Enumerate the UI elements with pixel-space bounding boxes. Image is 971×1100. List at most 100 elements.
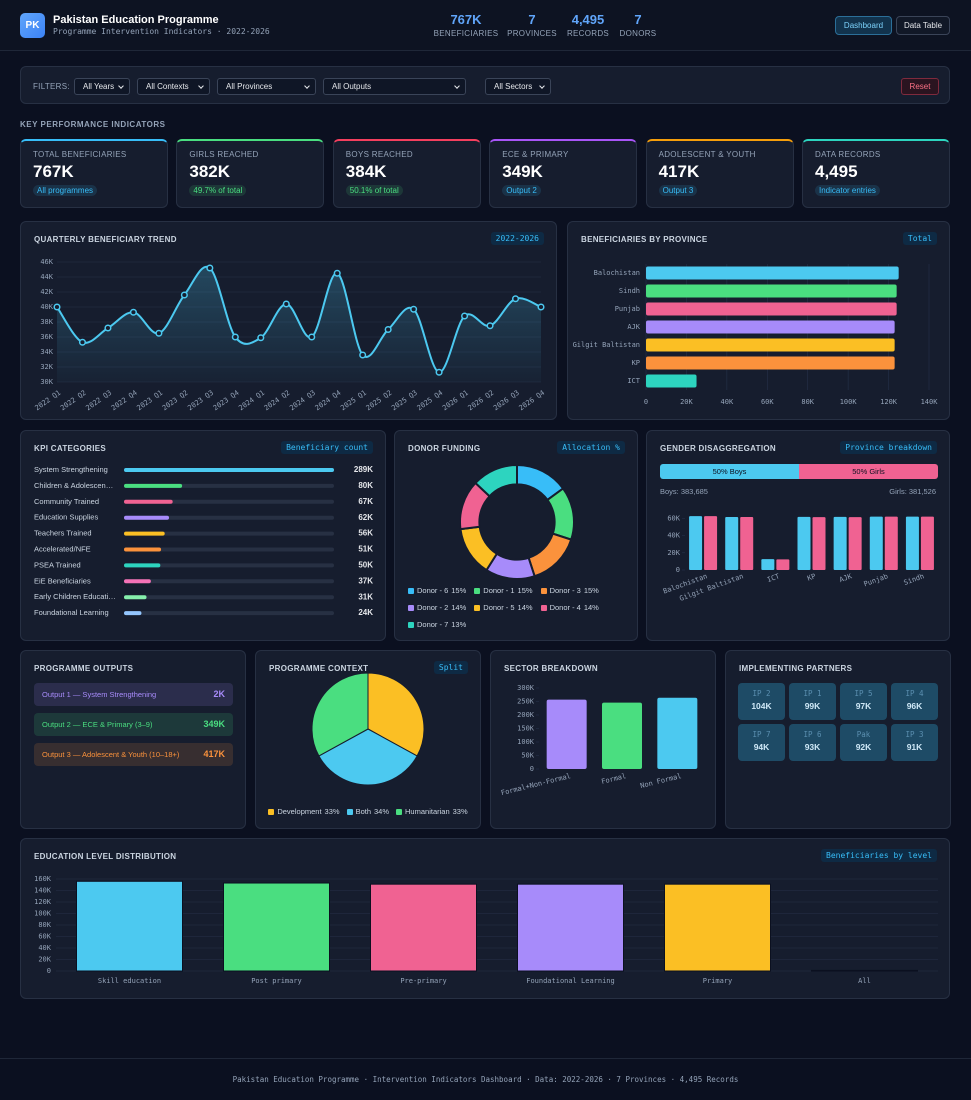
panel-title: PROGRAMME CONTEXT [269,664,369,673]
stat-label: PROVINCES [507,29,557,38]
split-segment: 50% Boys [660,464,799,479]
stat-value: 7 [528,12,536,27]
footer: Pakistan Education Programme · Intervent… [232,1075,739,1084]
bar [761,559,775,570]
bar [689,516,703,570]
x-tick-label: 60K [761,398,774,406]
y-tick-label: KP [632,359,640,367]
y-tick-label: 46K [40,258,53,266]
filter-select[interactable]: All Outputs [323,78,466,95]
x-tick-label: 2025 Q2 [365,389,394,412]
category-label: Community Trained [34,497,99,506]
panel: PROGRAMME CONTEXT Split Development 33% Both… [255,650,481,829]
reset-button[interactable]: Reset [901,78,939,95]
partner-name: IP 2 [752,689,771,698]
stat-label: BENEFICIARIES [433,29,499,38]
legend-label: Donor - 3 [549,586,581,595]
chart-canvas: 0 20K 40K 60K 80K 100K 120K 140K Balochistan Sind… [573,264,938,406]
y-tick-label: AJK [627,323,640,331]
x-tick-label: 2024 Q2 [263,389,292,412]
legend-value: 13% [451,620,467,629]
bar [223,882,330,972]
kpi-card: BOYS REACHED 384K 50.1% of total [332,139,481,208]
x-tick-label: Non Formal [639,772,682,790]
y-tick-label: 60K [667,514,680,522]
split-label: 50% Girls [852,467,885,476]
category-label: EiE Beneficiaries [34,576,91,585]
partner-value: 92K [855,742,872,752]
partner-name: IP 4 [905,689,924,698]
kpi-label: DATA RECORDS [815,150,881,159]
category-label: Teachers Trained [34,529,92,538]
bar [646,302,897,316]
kpi-label: ECE & PRIMARY [502,150,569,159]
x-tick-label: Primary [703,977,733,985]
partner-value: 104K [751,701,772,711]
x-tick-label: 2026 Q3 [492,389,521,412]
kpi-value: 767K [33,162,74,181]
split-label: 50% Boys [712,467,747,476]
category-label: Children & Adolescen… [34,481,113,490]
partner-value: 99K [804,701,821,711]
x-tick-label: KP [806,572,817,582]
x-tick-label: Formal [600,772,626,786]
header-stat: 7 DONORS [598,12,678,38]
partner-tile: IP 4 96K [891,683,938,720]
legend-item: Donor - 3 15% [540,586,599,595]
panel: 0 20K 40K 60K 80K 100K 120K 140K Balochistan Sind… [567,221,950,420]
x-tick-label: 2024 Q1 [237,389,266,412]
bar [848,517,862,570]
y-tick-label: 34K [40,348,53,356]
legend-value: 15% [451,586,467,595]
stat-label: DONORS [619,29,657,38]
y-tick-label: 100K [34,910,52,918]
kpi-card: GIRLS REACHED 382K 49.7% of total [176,139,325,208]
stat-value: 4,495 [571,12,605,27]
filter-select[interactable]: All Contexts [137,78,210,95]
partner-tile: IP 5 97K [840,683,887,720]
tab-button[interactable]: Data Table [896,16,950,35]
value-label: 67K [358,497,373,506]
legend-value: 14% [517,603,533,612]
x-tick-label: 0 [644,398,648,406]
x-tick-label: ICT [766,572,781,584]
x-tick-label: Foundational Learning [526,977,615,985]
x-tick-label: 2026 Q2 [467,389,496,412]
kpi-card: TOTAL BENEFICIARIES 767K All programmes [20,139,168,208]
partner-name: IP 7 [752,730,771,739]
y-tick-label: 140K [34,887,52,895]
category-label: PSEA Trained [34,560,81,569]
split-bar: 50% Boys 50% Girls [660,464,938,479]
legend: Development 33% Both 34% Humanitarian 33% [256,807,480,816]
legend-item: Donor - 5 14% [474,603,533,612]
kpi-card: DATA RECORDS 4,495 Indicator entries [802,139,950,208]
x-tick-label: 2025 Q1 [339,389,368,412]
x-tick-label: 120K [880,398,898,406]
value-label: 24K [358,608,373,617]
y-tick-label: 160K [34,875,52,883]
panel: PROGRAMME OUTPUTS Output 1 — System Stren… [20,650,246,829]
output-value: 2K [213,689,225,699]
panel: 0 20K 40K 60K Balochistan Gilgit Baltistan ICT… [646,430,950,641]
y-tick-label: 36K [40,333,53,341]
legend-item: Donor - 2 14% [408,603,466,612]
bar [657,697,698,769]
tab-button[interactable]: Dashboard [835,16,892,35]
legend-swatch [540,604,547,611]
bar [370,883,477,972]
header-stat: 767K BENEFICIARIES [426,12,506,38]
legend-item: Donor - 1 15% [474,586,533,595]
x-tick-label: Sindh [903,572,926,587]
x-tick-label: 20K [680,398,693,406]
y-tick-label: 20K [38,956,51,964]
chart-canvas [459,463,575,580]
kpi-value: 4,495 [815,162,858,181]
trend-point [384,325,392,334]
filter-select[interactable]: All Provinces [217,78,316,95]
panel: System Strengthening 289K Children & Adole… [20,430,386,641]
bar-track [124,547,334,552]
slice [546,487,575,541]
filter-select[interactable]: All Sectors [485,78,551,95]
x-tick-label: Skill education [98,977,161,985]
filter-select[interactable]: All Years [74,78,130,95]
